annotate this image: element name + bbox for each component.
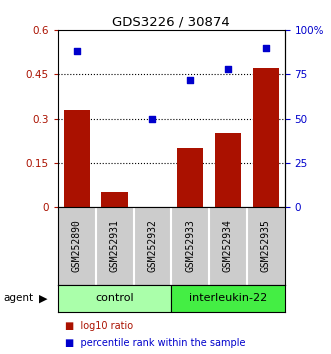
Text: interleukin-22: interleukin-22	[189, 293, 267, 303]
Text: ■  log10 ratio: ■ log10 ratio	[65, 321, 133, 331]
Text: GSM252935: GSM252935	[261, 219, 271, 273]
Bar	[253, 68, 279, 207]
Text: GSM252934: GSM252934	[223, 219, 233, 273]
Text: control: control	[95, 293, 134, 303]
Text: GSM252890: GSM252890	[72, 219, 82, 273]
Text: ▶: ▶	[39, 293, 47, 303]
Point	[225, 66, 231, 72]
Text: ■  percentile rank within the sample: ■ percentile rank within the sample	[65, 338, 245, 348]
Point	[74, 48, 79, 54]
Bar	[177, 148, 204, 207]
Text: GSM252932: GSM252932	[147, 219, 158, 273]
Point	[188, 77, 193, 82]
Bar	[215, 133, 241, 207]
Text: GSM252931: GSM252931	[110, 219, 119, 273]
Bar	[64, 110, 90, 207]
Point	[150, 116, 155, 121]
Title: GDS3226 / 30874: GDS3226 / 30874	[113, 16, 230, 29]
Point	[263, 45, 268, 51]
Text: GSM252933: GSM252933	[185, 219, 195, 273]
Bar	[101, 192, 128, 207]
Text: agent: agent	[3, 293, 33, 303]
